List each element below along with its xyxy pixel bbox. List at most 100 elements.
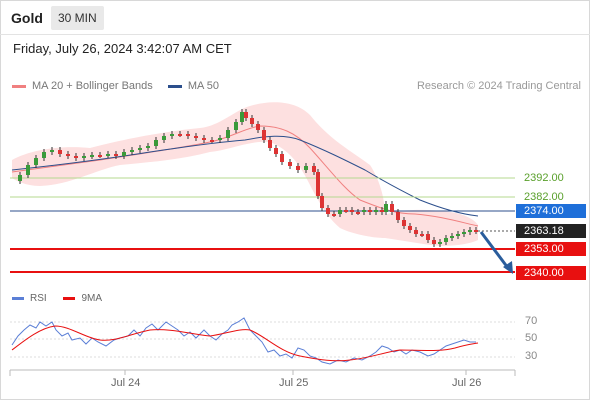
x-label-jul24: Jul 24 <box>111 377 141 389</box>
forecast-arrow <box>479 231 510 269</box>
candle-body <box>344 210 348 212</box>
candle-body <box>332 214 336 216</box>
candle-body <box>106 154 110 156</box>
candle-body <box>462 232 466 234</box>
candle-body <box>226 130 230 138</box>
forecast-arrow-head <box>503 261 513 274</box>
candle-body <box>384 204 388 212</box>
chart-header: Gold 30 MIN <box>0 0 590 34</box>
candle-body <box>210 140 214 142</box>
candle-body <box>146 146 150 148</box>
resistance-1-label: 2382.00 <box>524 191 564 203</box>
ma20-line <box>11 125 479 227</box>
bollinger-band <box>12 102 478 246</box>
rsi-legend: RSI 9MA <box>12 293 116 304</box>
candle-body <box>240 112 244 122</box>
candle-body <box>356 212 360 214</box>
candle-body <box>396 212 400 220</box>
candle-body <box>456 234 460 236</box>
candle-body <box>274 148 278 154</box>
candle-body <box>426 234 430 240</box>
candle-body <box>304 166 308 170</box>
candle-body <box>154 140 158 146</box>
interval-button[interactable]: 30 MIN <box>51 6 104 30</box>
candle-body <box>50 150 54 152</box>
candle-body <box>362 210 366 212</box>
support-1-label: 2353.00 <box>516 242 586 256</box>
legend-rsi-label: RSI <box>30 293 47 304</box>
candle-body <box>250 118 254 124</box>
candle-body <box>202 138 206 140</box>
rsi-axis-70: 70 <box>525 315 538 327</box>
candle-body <box>138 148 142 150</box>
legend-ma50-label: MA 50 <box>187 80 220 92</box>
legend-9ma: 9MA <box>63 293 102 304</box>
rsi-axis-50: 50 <box>525 332 538 344</box>
rsi-ma-line <box>11 325 479 362</box>
support-2-label: 2340.00 <box>516 266 586 280</box>
candle-body <box>90 155 94 157</box>
research-credit: Research © 2024 Trading Central <box>416 80 581 92</box>
candle-body <box>326 208 330 214</box>
candle-body <box>316 172 320 196</box>
legend-ma50: MA 50 <box>167 80 220 92</box>
candle-body <box>368 210 372 212</box>
candle-body <box>26 165 30 175</box>
last-price-label: 2363.18 <box>516 224 586 238</box>
chart-datetime: Friday, July 26, 2024 3:42:07 AM CET <box>13 41 232 56</box>
rsi-swatch <box>12 296 24 300</box>
candle-body <box>338 210 342 214</box>
candle-body <box>280 154 284 162</box>
candle-body <box>288 162 292 166</box>
candle-body <box>414 230 418 234</box>
candle-body <box>66 154 70 156</box>
candle-body <box>256 124 260 130</box>
candle-body <box>34 158 38 165</box>
header-divider <box>0 34 590 35</box>
candle-body <box>218 138 222 140</box>
candle-body <box>262 130 266 140</box>
candle-body <box>194 136 198 138</box>
resistance-2-label: 2392.00 <box>524 172 564 184</box>
price-legend: MA 20 + Bollinger Bands MA 50 <box>12 80 231 92</box>
candle-body <box>268 140 272 148</box>
candle-body <box>390 204 394 212</box>
candle-body <box>178 134 182 136</box>
candle-body <box>350 210 354 212</box>
candle-body <box>18 175 22 181</box>
candle-body <box>438 242 442 244</box>
candlesticks <box>18 109 478 247</box>
candle-body <box>380 210 384 212</box>
candle-body <box>450 236 454 238</box>
candle-body <box>170 134 174 136</box>
instrument-title: Gold <box>11 10 43 26</box>
candle-body <box>312 166 316 172</box>
candle-body <box>408 226 412 230</box>
candle-body <box>420 234 424 236</box>
candle-body <box>320 196 324 208</box>
candle-body <box>98 155 102 157</box>
x-label-jul25: Jul 25 <box>279 377 309 389</box>
candle-body <box>432 240 436 244</box>
candle-body <box>186 134 190 136</box>
candle-body <box>244 112 248 118</box>
candle-body <box>82 156 86 158</box>
candle-body <box>474 230 478 232</box>
pivot-label: 2374.00 <box>516 204 586 218</box>
ma50-line <box>11 135 479 217</box>
candle-body <box>162 136 166 140</box>
legend-rsi: RSI <box>12 293 47 304</box>
ma20-swatch <box>12 84 26 88</box>
candle-body <box>130 150 134 152</box>
x-label-jul26: Jul 26 <box>452 377 482 389</box>
ma50-swatch <box>167 84 182 88</box>
legend-ma20: MA 20 + Bollinger Bands <box>12 80 153 92</box>
ma9-swatch <box>63 296 76 300</box>
candle-body <box>58 150 62 154</box>
candle-body <box>468 230 472 232</box>
candle-body <box>114 154 118 156</box>
candle-body <box>444 238 448 242</box>
candle-body <box>374 210 378 212</box>
legend-9ma-label: 9MA <box>81 293 103 304</box>
